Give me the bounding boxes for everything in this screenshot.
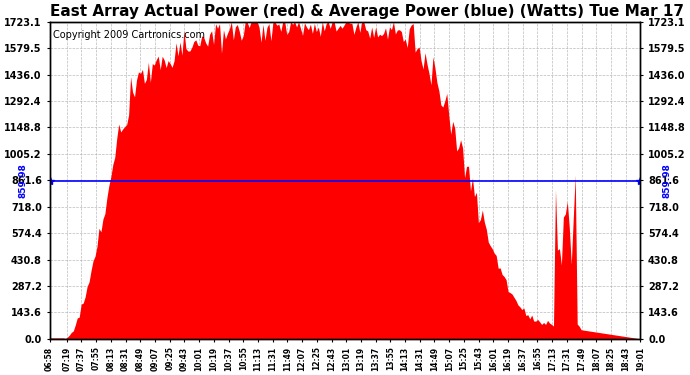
Text: 859.98: 859.98: [19, 163, 28, 198]
Text: East Array Actual Power (red) & Average Power (blue) (Watts) Tue Mar 17 19:05: East Array Actual Power (red) & Average …: [50, 4, 690, 19]
Text: 859.98: 859.98: [662, 163, 671, 198]
Text: Copyright 2009 Cartronics.com: Copyright 2009 Cartronics.com: [52, 30, 204, 40]
